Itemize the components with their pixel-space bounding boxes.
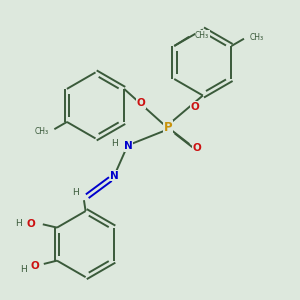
Text: CH₃: CH₃	[195, 31, 209, 40]
Text: H: H	[15, 219, 22, 228]
Text: H: H	[72, 188, 79, 197]
Text: N: N	[124, 141, 133, 151]
Text: N: N	[110, 171, 119, 181]
Text: P: P	[164, 121, 172, 134]
Text: H: H	[20, 265, 27, 274]
Text: O: O	[193, 143, 201, 153]
Text: CH₃: CH₃	[250, 33, 264, 42]
Text: O: O	[190, 102, 199, 112]
Text: O: O	[137, 98, 146, 108]
Text: O: O	[26, 219, 35, 229]
Text: CH₃: CH₃	[34, 127, 48, 136]
Text: CH₃: CH₃	[34, 127, 48, 136]
Text: H: H	[111, 139, 118, 148]
Text: O: O	[30, 261, 39, 271]
